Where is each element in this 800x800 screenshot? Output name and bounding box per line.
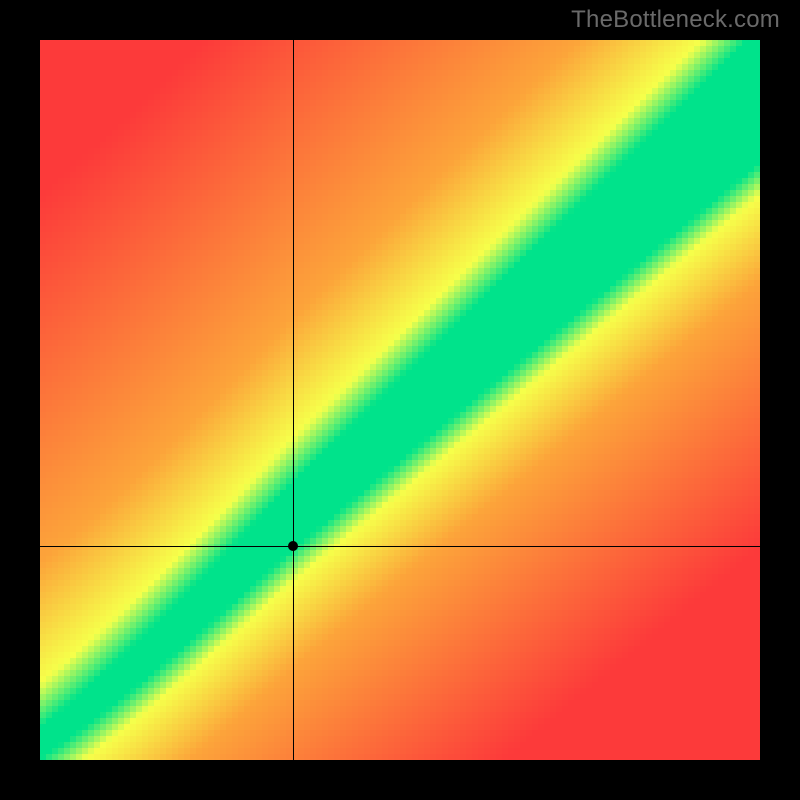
crosshair-vertical xyxy=(293,40,294,760)
heatmap-plot xyxy=(40,40,760,760)
selection-marker[interactable] xyxy=(288,541,298,551)
crosshair-horizontal xyxy=(40,546,760,547)
heatmap-canvas xyxy=(40,40,760,760)
watermark-text: TheBottleneck.com xyxy=(571,6,780,34)
